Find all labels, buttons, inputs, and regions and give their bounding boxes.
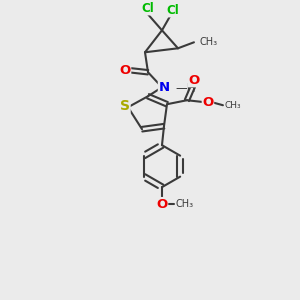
Text: CH₃: CH₃ [176,199,194,209]
Text: N: N [158,81,169,94]
Text: CH₃: CH₃ [225,101,242,110]
Text: O: O [188,74,200,87]
Text: Cl: Cl [142,2,154,15]
Text: CH₃: CH₃ [200,37,218,47]
Text: O: O [202,96,214,109]
Text: O: O [156,198,168,211]
Text: —H: —H [175,82,196,95]
Text: O: O [119,64,131,77]
Text: S: S [120,99,130,113]
Text: Cl: Cl [167,4,179,17]
